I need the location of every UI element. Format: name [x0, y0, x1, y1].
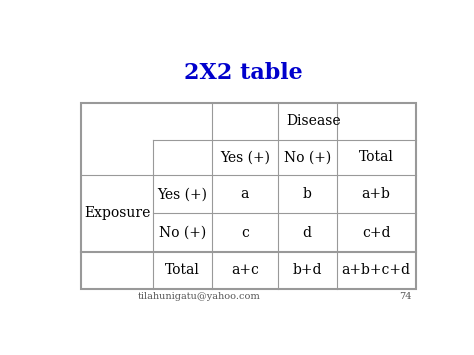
Text: c: c — [241, 225, 249, 240]
Text: Exposure: Exposure — [84, 207, 150, 220]
Text: a+b: a+b — [362, 187, 391, 201]
Text: a+c: a+c — [231, 263, 259, 277]
Text: No (+): No (+) — [159, 225, 206, 240]
Text: Disease: Disease — [286, 114, 341, 128]
Text: tilahunigatu@yahoo.com: tilahunigatu@yahoo.com — [137, 292, 260, 301]
Text: a+b+c+d: a+b+c+d — [342, 263, 410, 277]
Text: Total: Total — [165, 263, 200, 277]
Text: Yes (+): Yes (+) — [157, 187, 207, 201]
Text: d: d — [303, 225, 312, 240]
Text: No (+): No (+) — [283, 151, 331, 164]
Text: Total: Total — [359, 151, 393, 164]
Text: a: a — [241, 187, 249, 201]
Text: Yes (+): Yes (+) — [220, 151, 270, 164]
Text: b+d: b+d — [292, 263, 322, 277]
Text: 74: 74 — [400, 292, 412, 301]
Text: b: b — [303, 187, 311, 201]
Text: c+d: c+d — [362, 225, 391, 240]
Text: 2X2 table: 2X2 table — [183, 62, 302, 84]
